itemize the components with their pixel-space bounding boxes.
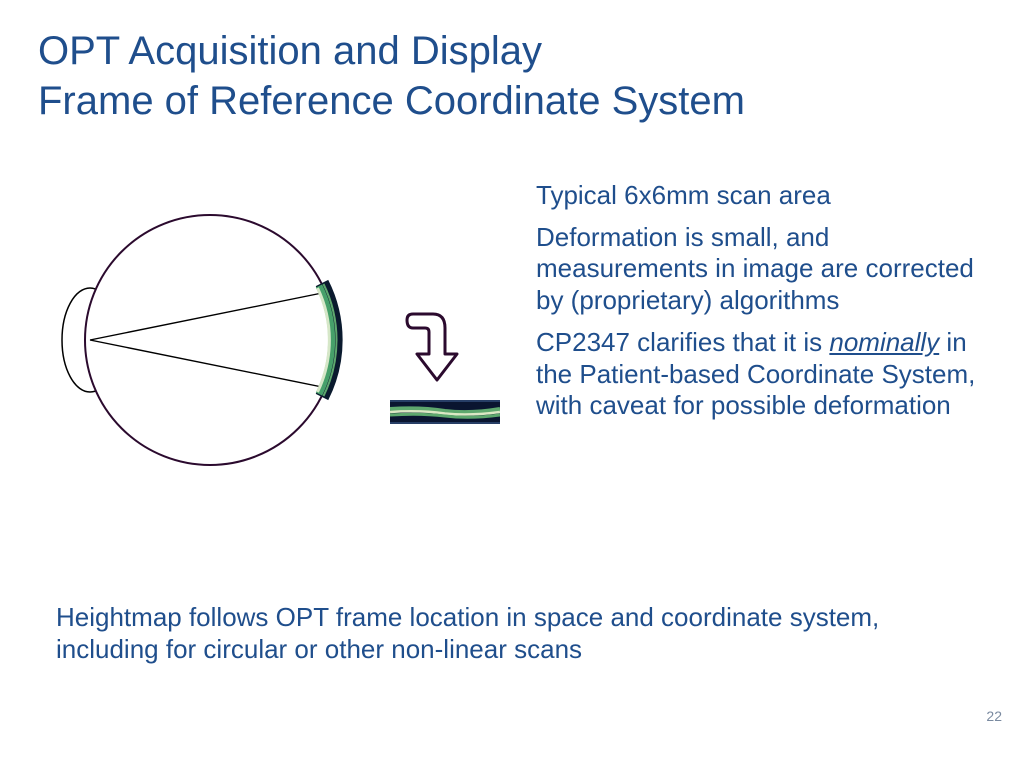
p3-emphasis: nominally bbox=[829, 327, 939, 357]
transform-arrow-icon bbox=[395, 310, 465, 390]
oct-scan-strip-icon bbox=[390, 400, 500, 424]
title-line-1: OPT Acquisition and Display bbox=[38, 29, 542, 73]
body-paragraph-2: Deformation is small, and measurements i… bbox=[536, 222, 976, 317]
body-text-block: Typical 6x6mm scan area Deformation is s… bbox=[536, 180, 976, 432]
body-paragraph-1: Typical 6x6mm scan area bbox=[536, 180, 976, 212]
title-line-2: Frame of Reference Coordinate System bbox=[38, 79, 745, 123]
eye-cross-section-icon bbox=[60, 210, 360, 470]
page-number: 22 bbox=[986, 708, 1002, 724]
body-paragraph-3: CP2347 clarifies that it is nominally in… bbox=[536, 327, 976, 422]
p3-pre: CP2347 clarifies that it is bbox=[536, 327, 829, 357]
footer-paragraph: Heightmap follows OPT frame location in … bbox=[56, 602, 936, 665]
eye-diagram bbox=[60, 210, 480, 480]
slide-title: OPT Acquisition and Display Frame of Ref… bbox=[38, 26, 745, 126]
